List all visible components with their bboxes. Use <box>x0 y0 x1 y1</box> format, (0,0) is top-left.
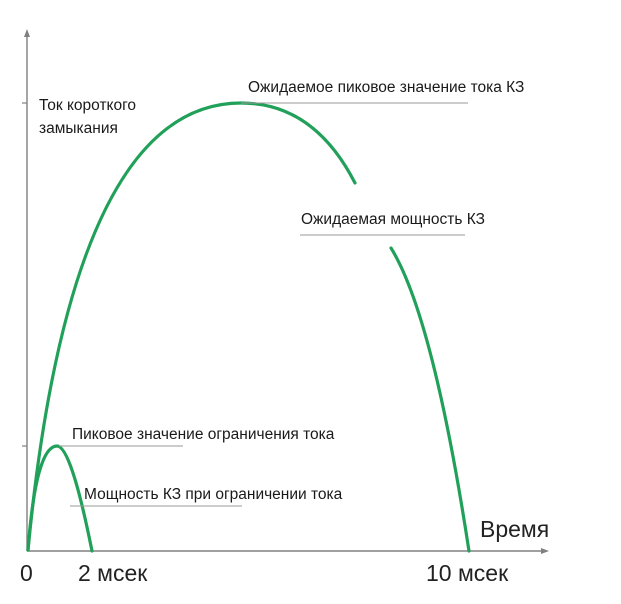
y-axis-arrowhead <box>24 29 30 37</box>
x-axis-arrowhead <box>541 548 549 554</box>
origin-label: 0 <box>20 560 33 586</box>
x-axis-label: Время <box>480 516 549 542</box>
annotation-limited-peak: Пиковое значение ограничения тока <box>72 426 335 443</box>
curves <box>26 101 471 553</box>
axes <box>22 29 549 554</box>
tick-label-2ms: 2 мсек <box>78 560 148 586</box>
y-axis-label-line2: замыкания <box>39 120 118 137</box>
leader-lines <box>59 102 468 507</box>
labels: Ток короткого замыкания Ожидаемое пиково… <box>20 79 549 586</box>
limited-current-curve <box>26 444 94 553</box>
prospective-current-curve <box>26 101 357 552</box>
prospective-current-tail <box>389 246 471 553</box>
annotation-limited-power: Мощность КЗ при ограничении тока <box>84 486 343 503</box>
y-axis-label-line1: Ток короткого <box>39 97 136 114</box>
annotation-expected-power: Ожидаемая мощность КЗ <box>301 211 485 228</box>
annotation-expected-peak: Ожидаемое пиковое значение тока КЗ <box>248 79 524 96</box>
tick-label-10ms: 10 мсек <box>426 560 509 586</box>
